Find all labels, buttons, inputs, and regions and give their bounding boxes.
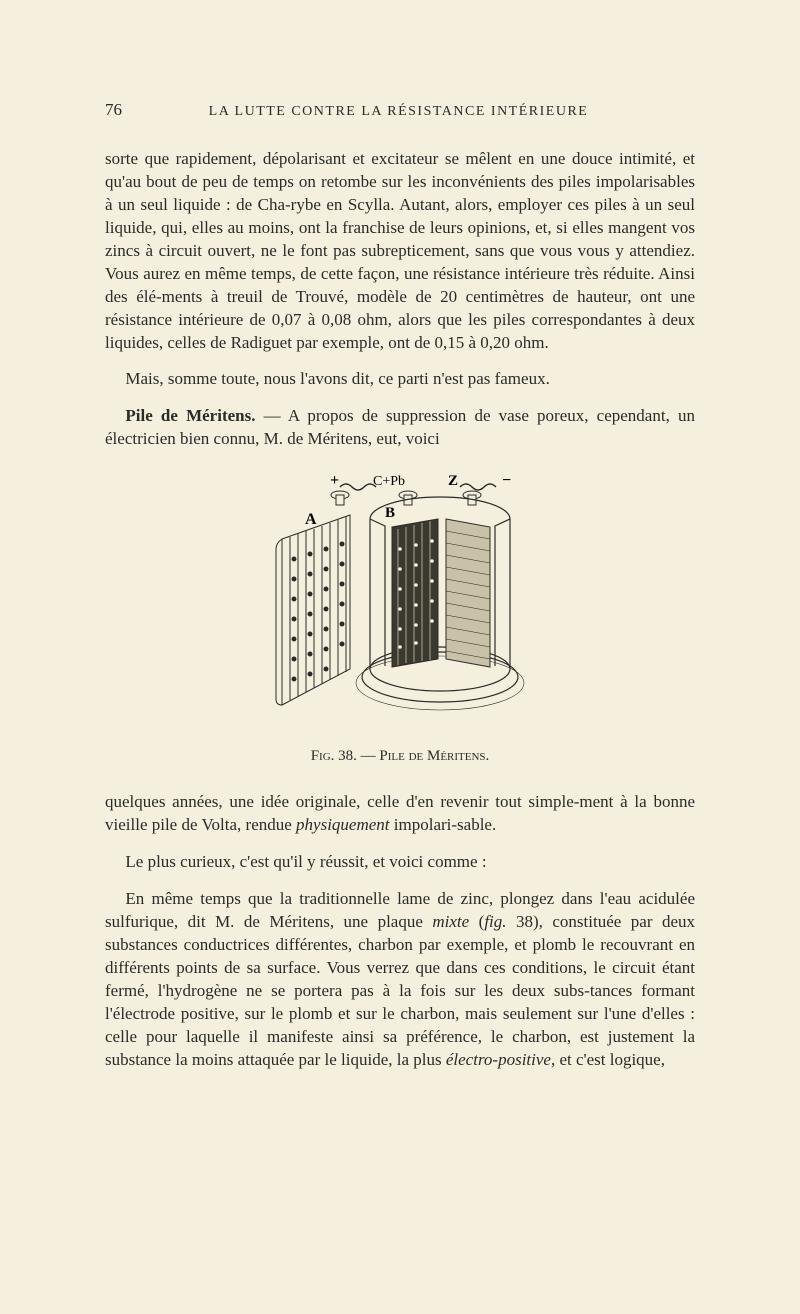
paragraph-4: quelques années, une idée originale, cel…	[105, 791, 695, 837]
label-a: A	[305, 511, 317, 528]
label-minus: −	[502, 472, 511, 489]
pile-meritens-illustration: + C+Pb Z − A B	[250, 469, 550, 729]
paragraph-6: En même temps que la traditionnelle lame…	[105, 888, 695, 1072]
paragraph-2: Mais, somme toute, nous l'avons dit, ce …	[105, 368, 695, 391]
paragraph-3: Pile de Méritens. — A propos de suppress…	[105, 405, 695, 451]
paragraph-5: Le plus curieux, c'est qu'il y réussit, …	[105, 851, 695, 874]
label-z: Z	[448, 473, 458, 489]
section-lead: Pile de Méritens.	[125, 406, 255, 425]
label-plus: +	[330, 472, 339, 489]
running-title: LA LUTTE CONTRE LA RÉSISTANCE INTÉRIEURE	[209, 104, 589, 120]
page-header: 76 LA LUTTE CONTRE LA RÉSISTANCE INTÉRIE…	[105, 100, 695, 120]
jar	[356, 497, 524, 710]
label-cpb: C+Pb	[373, 474, 405, 489]
page: 76 LA LUTTE CONTRE LA RÉSISTANCE INTÉRIE…	[0, 0, 800, 1314]
plate-a	[276, 515, 350, 705]
terminal-left	[331, 491, 349, 505]
figure-caption: Fig. 38. — Pile de Méritens.	[105, 748, 695, 765]
coil-left	[340, 484, 376, 490]
label-b: B	[385, 505, 395, 521]
page-number: 76	[105, 100, 122, 120]
figure-38: + C+Pb Z − A B	[105, 469, 695, 734]
inner-plate-dark	[392, 519, 438, 667]
coil-right	[460, 484, 496, 490]
inner-plate-zinc	[446, 519, 490, 667]
paragraph-1: sorte que rapidement, dépolarisant et ex…	[105, 148, 695, 354]
